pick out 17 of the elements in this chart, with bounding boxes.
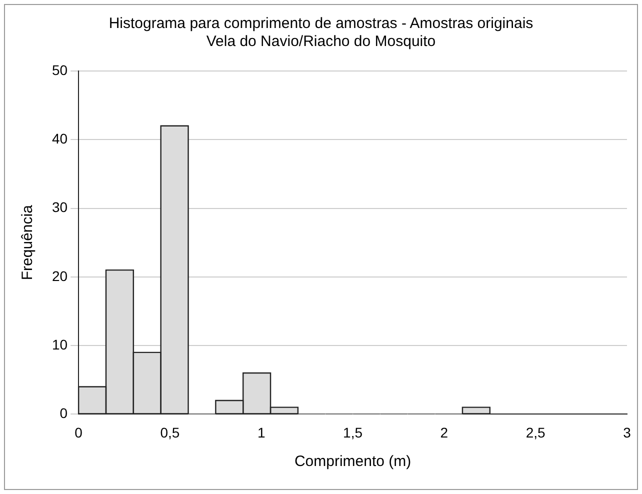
y-axis-title: Frequência [19,204,36,280]
y-tick-label: 40 [52,130,68,146]
x-tick-label: 2,5 [526,424,546,440]
x-tick-label: 1 [257,424,266,440]
chart-title: Histograma para comprimento de amostras - Amostras originais [108,15,534,32]
y-tick-label: 50 [52,62,68,78]
x-axis-title: Comprimento (m) [294,453,412,470]
chart-subtitle: Vela do Navio/Riacho do Mosquito [206,33,436,50]
x-tick-label: 0 [74,424,83,440]
x-tick-label: 0,5 [160,424,180,440]
y-tick-label: 10 [52,336,68,352]
y-tick-label: 0 [60,405,68,422]
y-tick-label: 20 [52,268,68,284]
x-tick-label: 2 [440,424,448,440]
x-tick-label: 1,5 [343,424,363,440]
x-tick-label: 3 [623,424,632,440]
y-tick-label: 30 [52,199,68,216]
